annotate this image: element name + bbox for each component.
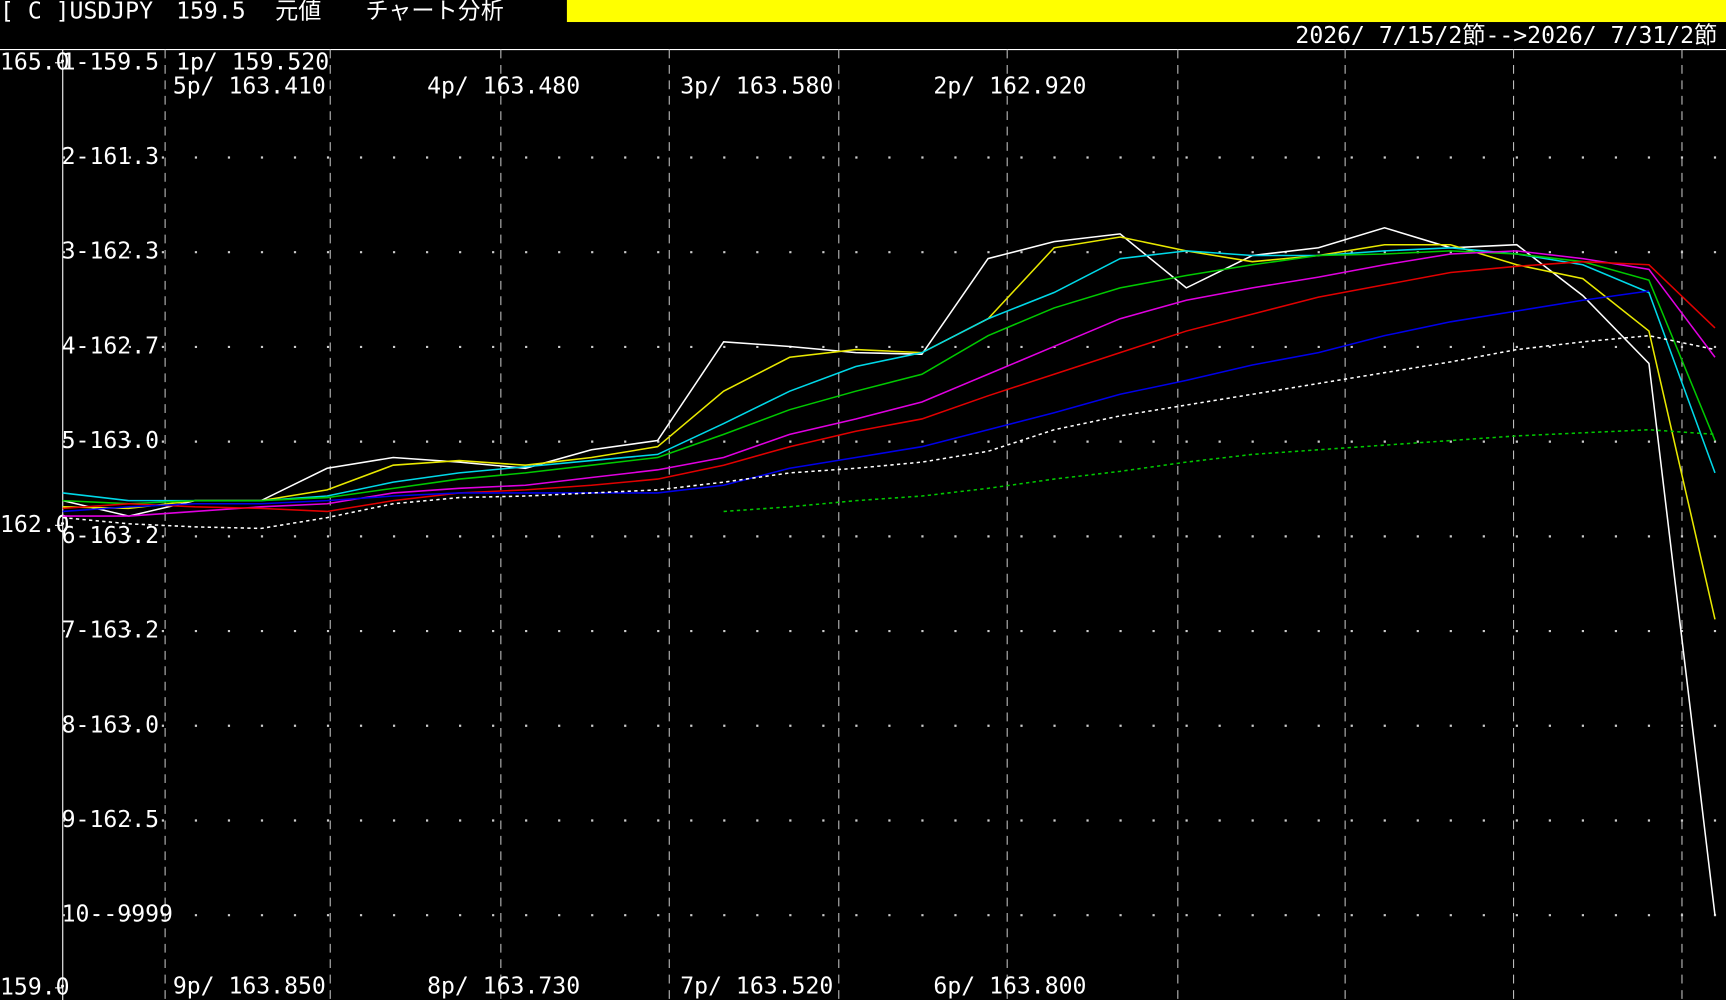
row-label: 8-163.0 [62, 712, 159, 738]
row-label: 9-162.5 [62, 807, 159, 833]
mode: 元値 [275, 0, 321, 25]
row-label: 4-162.7 [62, 333, 159, 359]
price-line [62, 247, 1716, 502]
price-line [62, 236, 1716, 620]
price-label: 9p/ 163.850 [173, 973, 326, 999]
price-label: 1p/ 159.520 [176, 49, 329, 75]
price-label: 4p/ 163.480 [427, 74, 580, 100]
row-label: 1-159.5 [62, 49, 159, 75]
price-label: 6p/ 163.800 [933, 973, 1086, 999]
title: チャート分析 [365, 0, 503, 25]
price-label: 2p/ 162.920 [933, 74, 1086, 100]
row-label: 10--9999 [62, 902, 173, 928]
price-line [62, 226, 1716, 916]
price-line [62, 250, 1716, 505]
row-label: 6-163.2 [62, 523, 159, 549]
price-line [62, 290, 1650, 513]
vertical-grid [164, 49, 1683, 1000]
price-line [62, 334, 1716, 530]
symbol: [ C ]USDJPY [0, 0, 153, 25]
row-label: 7-163.2 [62, 618, 159, 644]
price-label: 5p/ 163.410 [173, 74, 326, 100]
row-label: 2-161.3 [62, 144, 159, 170]
price-label: 7p/ 163.520 [680, 973, 833, 999]
date-range: 2026/ 7/15/2節-->2026/ 7/31/2節 [1295, 23, 1717, 49]
price-label: 3p/ 163.580 [680, 74, 833, 100]
price-label: 8p/ 163.730 [427, 973, 580, 999]
y-tick-label: 159.0 [0, 974, 70, 1000]
title-bar [566, 0, 1726, 23]
price: 159.5 [176, 0, 246, 25]
price-line [62, 250, 1716, 517]
row-label: 3-162.3 [62, 239, 159, 265]
price-line [723, 428, 1716, 513]
row-label: 5-163.0 [62, 428, 159, 454]
price-line [62, 260, 1716, 513]
